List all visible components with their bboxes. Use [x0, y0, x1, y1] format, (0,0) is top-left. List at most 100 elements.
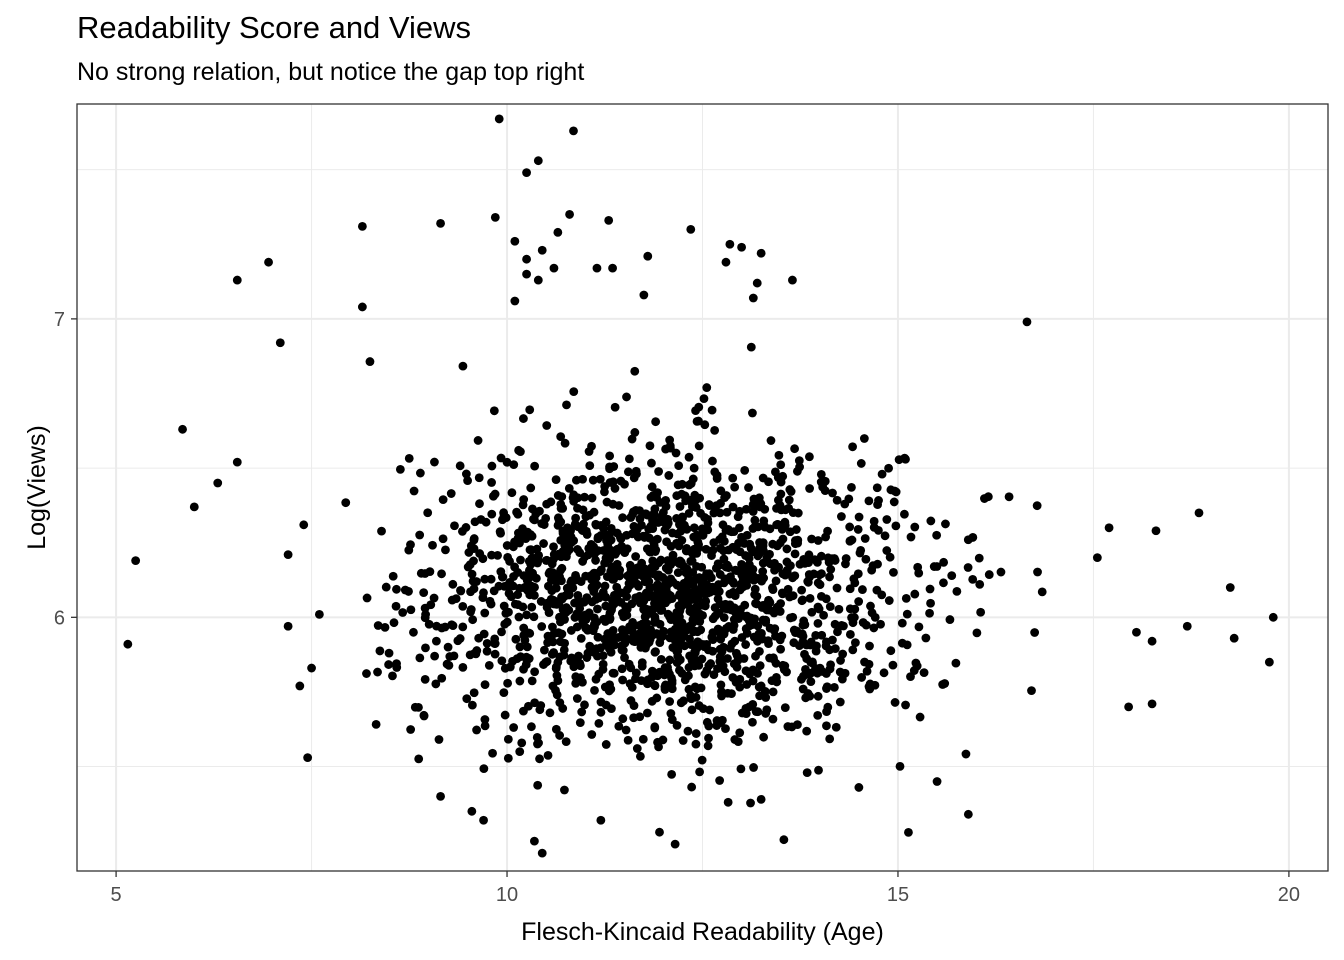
data-point [737, 559, 746, 569]
data-point [510, 296, 520, 306]
data-point [604, 686, 614, 696]
data-point [1092, 553, 1102, 563]
data-point [807, 534, 817, 544]
data-point [665, 441, 675, 451]
data-point [509, 542, 518, 552]
data-point [595, 474, 605, 484]
data-point [888, 660, 898, 670]
data-point [722, 560, 732, 570]
data-point [645, 441, 655, 451]
data-point [473, 436, 483, 445]
data-point [705, 705, 715, 715]
data-point [525, 545, 535, 555]
data-point [822, 721, 831, 731]
data-point [571, 513, 581, 523]
data-point [430, 457, 439, 467]
data-point [701, 544, 711, 554]
data-point [527, 722, 536, 732]
data-point [608, 601, 618, 610]
data-point [489, 406, 499, 416]
data-point [592, 263, 602, 273]
data-point [889, 567, 898, 577]
data-point [373, 667, 382, 677]
data-point [588, 570, 597, 580]
data-point [774, 450, 784, 460]
data-point [649, 512, 659, 521]
data-point [424, 619, 434, 629]
data-point [689, 523, 699, 533]
data-point [845, 536, 855, 546]
data-point [712, 470, 722, 480]
data-point [737, 633, 747, 642]
data-point [741, 640, 751, 649]
data-point [458, 526, 467, 536]
data-point [515, 642, 525, 652]
data-point [739, 579, 749, 589]
data-point [578, 615, 587, 625]
data-point [502, 457, 512, 467]
data-point [818, 482, 828, 492]
data-point [389, 618, 399, 628]
data-point [742, 530, 752, 540]
data-point [825, 572, 834, 582]
data-point [631, 674, 640, 684]
data-point [951, 658, 961, 668]
data-point [131, 556, 141, 566]
data-point [629, 636, 638, 646]
data-point [697, 600, 707, 610]
data-point [420, 603, 430, 613]
data-point [650, 723, 660, 733]
data-point [759, 732, 769, 742]
data-point [607, 627, 617, 637]
data-point [560, 785, 569, 795]
data-point [782, 567, 792, 577]
data-point [756, 248, 766, 258]
data-point [844, 494, 854, 504]
data-point [741, 504, 751, 514]
data-point [705, 501, 714, 511]
data-point [652, 693, 662, 703]
data-point [392, 663, 402, 672]
data-point [529, 514, 538, 524]
data-point [341, 498, 351, 508]
data-point [759, 521, 769, 531]
data-point [790, 571, 800, 581]
data-point [687, 556, 697, 566]
data-point [458, 601, 468, 611]
data-point [659, 626, 668, 636]
data-point [618, 714, 628, 724]
data-point [787, 722, 797, 732]
data-point [551, 724, 561, 734]
data-point [714, 625, 724, 635]
data-point [463, 476, 472, 485]
data-point [647, 672, 657, 682]
data-point [665, 612, 674, 622]
data-point [684, 684, 694, 694]
data-point [1104, 523, 1114, 533]
data-point [503, 753, 513, 763]
data-point [365, 357, 375, 366]
data-point [882, 546, 892, 555]
data-point [438, 534, 448, 544]
data-point [1225, 583, 1235, 592]
data-point [464, 548, 474, 557]
data-point [569, 126, 578, 136]
data-point [869, 516, 879, 526]
data-point [515, 747, 525, 757]
data-point [589, 647, 599, 657]
data-point [906, 532, 916, 542]
data-point [576, 633, 586, 643]
data-point [303, 753, 313, 762]
data-point [837, 674, 847, 684]
data-point [654, 467, 664, 476]
data-point [542, 421, 552, 430]
data-point [586, 548, 596, 558]
data-point [694, 441, 704, 451]
data-point [562, 400, 571, 410]
data-point [730, 591, 740, 600]
data-point [656, 555, 666, 565]
data-point [809, 569, 819, 579]
data-point [415, 468, 425, 478]
data-point [436, 218, 445, 228]
data-point [601, 740, 611, 749]
